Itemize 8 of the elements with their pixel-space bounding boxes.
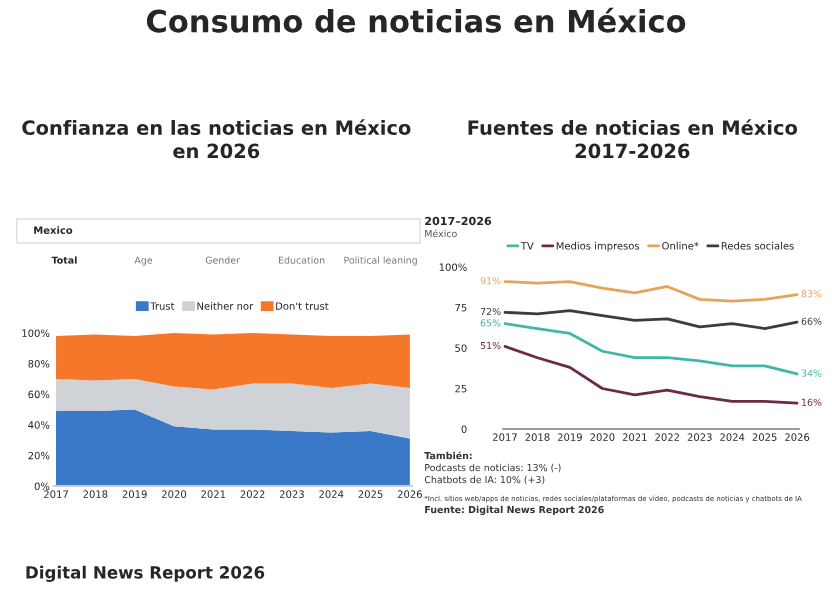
text: Digital News Report 2026	[26, 565, 265, 582]
line-series	[503, 280, 799, 303]
chart-title: Confianza en las noticias en México en 2026	[22, 119, 411, 159]
line-series	[503, 309, 799, 330]
text: Consumo de noticias en México	[146, 7, 686, 33]
line-series	[503, 322, 799, 376]
chart-title: Fuentes de noticias en México 2017-2026	[468, 119, 798, 159]
line-series	[503, 344, 799, 405]
